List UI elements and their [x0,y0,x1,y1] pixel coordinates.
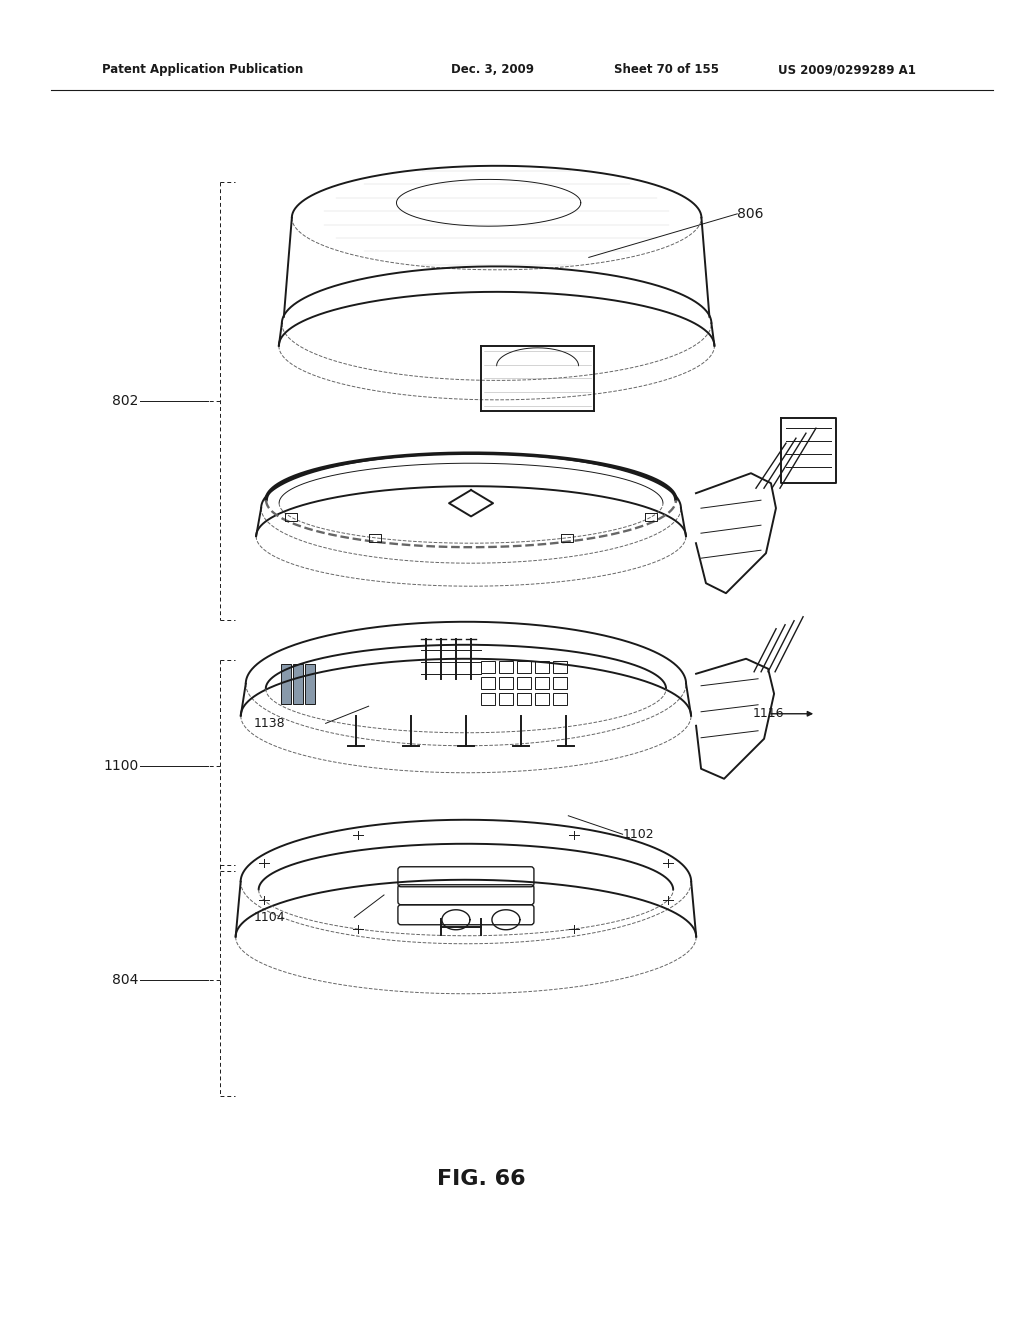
Bar [481,677,495,689]
Bar [553,693,567,705]
Text: 804: 804 [112,973,138,987]
Text: 1104: 1104 [254,911,286,924]
Bar [499,661,513,673]
Bar [281,664,291,704]
Bar [305,664,314,704]
Bar [553,661,567,673]
Bar [517,661,530,673]
Text: Dec. 3, 2009: Dec. 3, 2009 [451,63,534,77]
Text: 802: 802 [112,395,138,408]
Text: 1102: 1102 [623,828,654,841]
Bar [499,677,513,689]
Text: 1138: 1138 [254,717,286,730]
Bar [517,693,530,705]
Bar [517,677,530,689]
Bar [535,677,549,689]
Bar [481,661,495,673]
Bar [553,677,567,689]
Bar [481,693,495,705]
Bar [535,693,549,705]
Text: Patent Application Publication: Patent Application Publication [102,63,304,77]
Text: Sheet 70 of 155: Sheet 70 of 155 [614,63,720,77]
Text: US 2009/0299289 A1: US 2009/0299289 A1 [778,63,916,77]
Bar [535,661,549,673]
Text: 1100: 1100 [103,759,138,772]
Text: 1116: 1116 [753,708,784,721]
Text: FIG. 66: FIG. 66 [437,1168,525,1189]
Bar [499,693,513,705]
Text: 806: 806 [737,207,764,220]
Bar [293,664,303,704]
